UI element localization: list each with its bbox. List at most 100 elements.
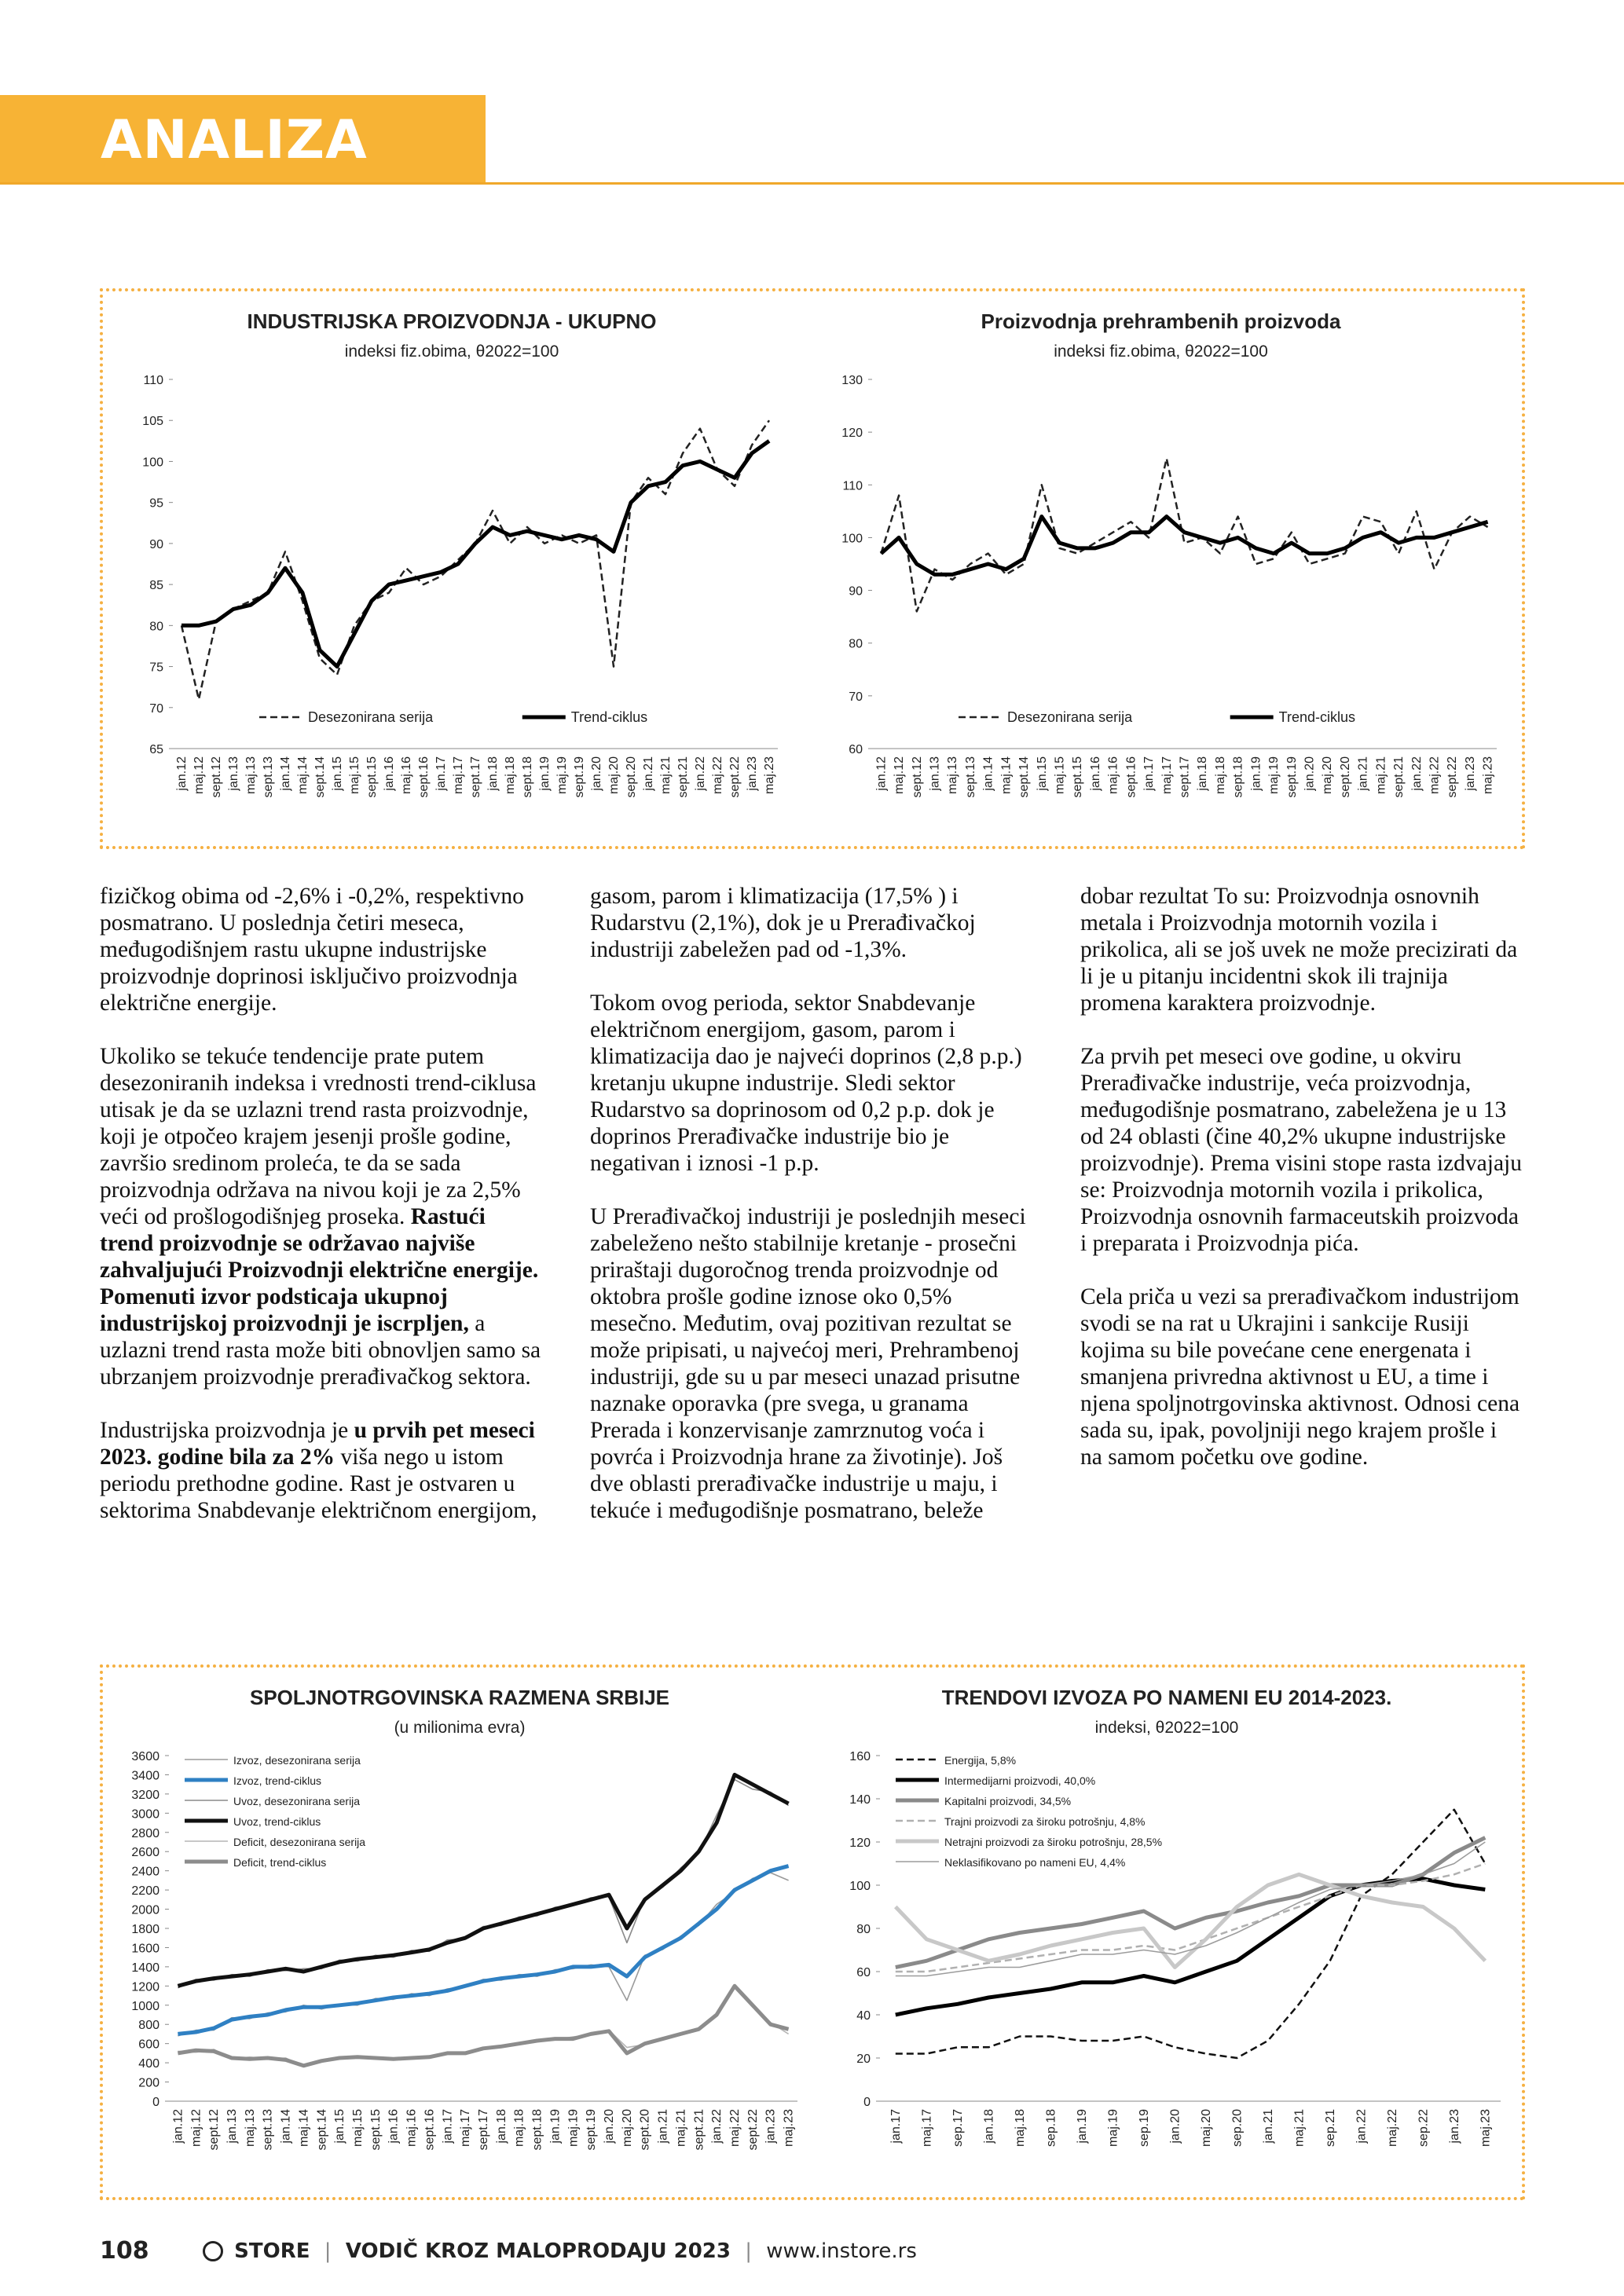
x-tick-label: maj.18: [504, 756, 517, 794]
y-tick-label: 130: [841, 374, 863, 387]
x-tick-label: maj.22: [1428, 756, 1442, 794]
series-line: [879, 514, 1489, 577]
y-tick-label: 2800: [131, 1827, 159, 1840]
url: www.instore.rs: [766, 2239, 917, 2263]
x-tick-label: jan.12: [874, 756, 888, 792]
y-tick-label: 95: [149, 497, 163, 511]
x-tick-label: sept.21: [692, 2109, 706, 2151]
x-tick-label: jan.23: [1464, 756, 1477, 792]
x-tick-label: maj.19: [1106, 2109, 1120, 2147]
x-tick-label: sept.13: [964, 756, 977, 798]
text: a uzlazni trend rasta može biti obnovlje…: [100, 1311, 541, 1390]
series-line: [880, 457, 1489, 613]
x-tick-label: maj.16: [400, 756, 413, 794]
x-tick-label: maj.14: [296, 756, 310, 794]
x-tick-label: maj.14: [999, 756, 1013, 794]
bold-text: u prvih pet meseci 2023. godine bila za …: [100, 1418, 535, 1470]
bold-text: Rastući trend proizvodnje se održavao na…: [100, 1204, 539, 1336]
y-tick-label: 110: [842, 479, 863, 493]
legend-label: Izvoz, desezonirana serija: [233, 1754, 361, 1767]
series-line: [178, 1987, 790, 2067]
y-tick-label: 120: [849, 1836, 871, 1850]
chart: Proizvodnja prehrambenih proizvoda indeks…: [841, 309, 1497, 798]
x-tick-label: sept.22: [1446, 756, 1459, 798]
x-tick-label: maj.22: [728, 2109, 742, 2147]
x-tick-label: maj.17: [920, 2109, 933, 2147]
x-tick-label: jan.20: [1168, 2109, 1182, 2144]
x-tick-label: jan.16: [387, 2109, 401, 2144]
x-tick-label: jan.14: [982, 756, 995, 792]
y-tick-label: 800: [138, 2019, 159, 2032]
separator: |: [745, 2239, 752, 2263]
x-tick-label: jan.18: [1196, 756, 1209, 792]
paragraph: Cela priča u vezi sa prerađivačkom indus…: [1080, 1283, 1523, 1470]
x-tick-label: maj.21: [659, 756, 673, 794]
x-tick-label: maj.15: [351, 2109, 365, 2147]
publication: VODIČ KROZ MALOPRODAJU 2023: [345, 2239, 731, 2263]
y-tick-label: 120: [841, 427, 863, 440]
x-tick-label: sept.20: [1339, 756, 1352, 798]
x-tick-label: maj.18: [513, 2109, 526, 2147]
x-tick-label: sept.16: [423, 2109, 436, 2151]
legend-label: Trajni proizvodi za široku potrošnju, 4,…: [944, 1815, 1146, 1828]
legend-label: Intermedijarni proizvodi, 40,0%: [944, 1774, 1095, 1787]
x-tick-label: sept.18: [521, 756, 534, 798]
y-tick-label: 2400: [131, 1866, 159, 1879]
x-tick-label: maj.15: [1054, 756, 1067, 794]
y-tick-label: 2000: [131, 1904, 159, 1917]
y-tick-label: 0: [152, 2096, 159, 2109]
x-tick-label: sept.19: [573, 756, 586, 798]
legend-label: Trend-ciklus: [1279, 709, 1355, 725]
legend-label: Desezonirana serija: [308, 709, 434, 725]
brand: STORE: [234, 2239, 310, 2263]
x-tick-label: sep.18: [1044, 2109, 1058, 2147]
paragraph: fizičkog obima od -2,6% i -0,2%, respekt…: [100, 883, 543, 1016]
x-tick-label: jan.21: [657, 2109, 670, 2144]
x-tick-label: sept.14: [315, 2109, 328, 2151]
x-tick-label: jan.14: [280, 2109, 293, 2144]
y-tick-label: 600: [138, 2038, 159, 2052]
y-tick-label: 140: [849, 1793, 871, 1807]
x-tick-label: sept.15: [365, 756, 379, 798]
y-tick-label: 60: [849, 743, 863, 756]
x-tick-label: sept.22: [746, 2109, 760, 2151]
x-tick-label: maj.20: [621, 2109, 634, 2147]
x-tick-label: jan.15: [1036, 756, 1049, 792]
series-line: [895, 1862, 1486, 1973]
x-tick-label: sept.21: [1392, 756, 1406, 798]
x-tick-label: sept.22: [728, 756, 742, 798]
x-tick-label: maj.17: [1160, 756, 1174, 794]
legend-label: Netrajni proizvodi za široku potrošnju, …: [944, 1836, 1162, 1848]
y-tick-label: 70: [849, 690, 863, 704]
x-tick-label: maj.20: [1321, 756, 1334, 794]
x-tick-label: sept.12: [207, 2109, 221, 2151]
legend-label: Deficit, desezonirana serija: [233, 1836, 365, 1848]
x-tick-label: jan.16: [1089, 756, 1102, 792]
y-tick-label: 0: [863, 2096, 871, 2109]
y-tick-label: 3600: [131, 1750, 159, 1763]
y-tick-label: 85: [149, 579, 163, 592]
chart-subtitle: indeksi fiz.obima, θ2022=100: [345, 342, 559, 361]
x-tick-label: maj.13: [244, 756, 258, 794]
x-tick-label: sept.20: [625, 756, 638, 798]
x-tick-label: sept.15: [1071, 756, 1084, 798]
x-tick-label: maj.18: [1214, 756, 1227, 794]
x-tick-label: maj.19: [1267, 756, 1281, 794]
text: fizičkog obima od -2,6% i -0,2%, respekt…: [100, 884, 524, 1016]
x-tick-label: sept.13: [262, 756, 275, 798]
x-tick-label: maj.19: [555, 756, 569, 794]
x-tick-label: jan.12: [175, 756, 189, 792]
series-line: [178, 1872, 789, 2037]
x-tick-label: sept.20: [639, 2109, 652, 2151]
x-tick-label: maj.23: [1479, 2109, 1492, 2147]
x-tick-label: jan.21: [1262, 2109, 1275, 2144]
y-tick-label: 90: [849, 585, 863, 599]
x-tick-label: sept.12: [911, 756, 924, 798]
x-tick-label: jan.20: [1303, 756, 1317, 792]
text: Cela priča u vezi sa prerađivačkom indus…: [1080, 1284, 1520, 1470]
x-tick-label: jan.21: [1357, 756, 1370, 792]
x-tick-label: maj.16: [405, 2109, 419, 2147]
text: Industrijska proizvodnja je: [100, 1418, 354, 1443]
x-tick-label: sept.19: [585, 2109, 598, 2151]
